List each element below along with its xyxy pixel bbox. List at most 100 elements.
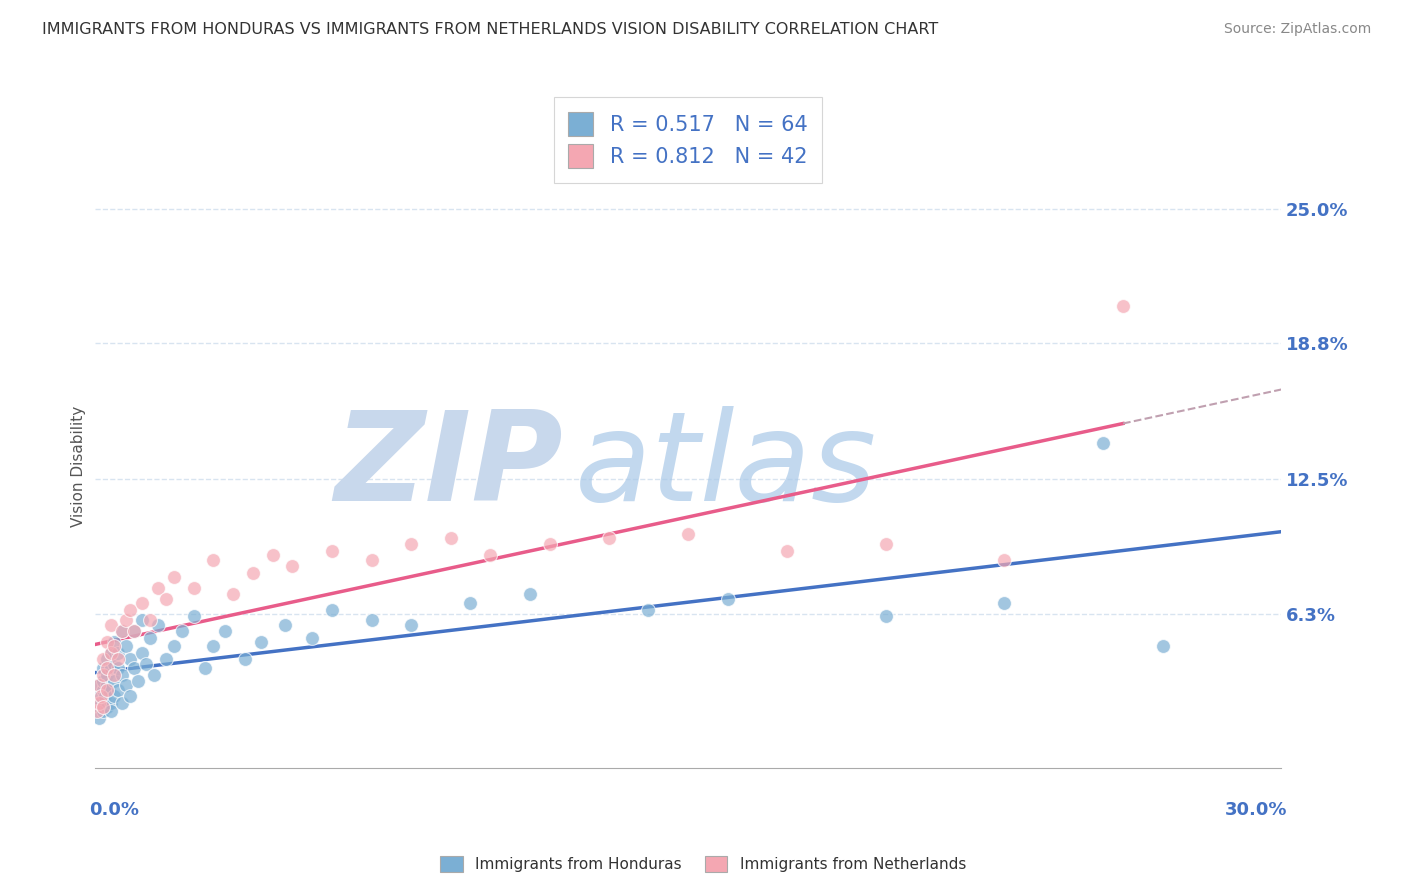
Point: [86, 704, 108, 718]
Point: [91, 667, 114, 681]
Point: [111, 624, 134, 639]
Text: IMMIGRANTS FROM HONDURAS VS IMMIGRANTS FROM NETHERLANDS VISION DISABILITY CORREL: IMMIGRANTS FROM HONDURAS VS IMMIGRANTS F…: [42, 22, 938, 37]
Point: [131, 613, 153, 627]
Point: [103, 667, 125, 681]
Point: [91, 700, 114, 714]
Point: [115, 678, 138, 692]
Point: [1112, 299, 1135, 313]
Point: [146, 581, 169, 595]
Point: [170, 624, 193, 639]
Point: [107, 652, 129, 666]
Point: [91, 704, 114, 718]
Point: [115, 640, 138, 654]
Point: [598, 531, 620, 545]
Point: [479, 549, 502, 563]
Point: [155, 591, 177, 606]
Text: ZIP: ZIP: [335, 406, 564, 527]
Point: [91, 673, 114, 688]
Point: [139, 613, 162, 627]
Point: [91, 661, 114, 675]
Point: [87, 696, 110, 710]
Point: [875, 537, 897, 551]
Point: [87, 711, 110, 725]
Point: [111, 696, 134, 710]
Point: [120, 652, 142, 666]
Point: [111, 624, 134, 639]
Text: 30.0%: 30.0%: [1225, 801, 1286, 819]
Point: [1092, 435, 1115, 450]
Point: [202, 552, 225, 566]
Point: [107, 682, 129, 697]
Point: [637, 602, 659, 616]
Point: [538, 537, 561, 551]
Point: [131, 596, 153, 610]
Point: [87, 689, 110, 703]
Point: [90, 696, 112, 710]
Point: [1152, 640, 1174, 654]
Point: [103, 635, 125, 649]
Point: [993, 596, 1015, 610]
Point: [103, 689, 125, 703]
Point: [281, 559, 304, 574]
Point: [233, 652, 256, 666]
Point: [183, 581, 205, 595]
Point: [183, 609, 205, 624]
Point: [222, 587, 245, 601]
Point: [97, 682, 120, 697]
Point: [202, 640, 225, 654]
Point: [93, 689, 115, 703]
Point: [676, 526, 699, 541]
Point: [103, 657, 125, 671]
Point: [100, 661, 122, 675]
Point: [460, 596, 482, 610]
Point: [87, 678, 110, 692]
Point: [131, 646, 153, 660]
Point: [163, 640, 186, 654]
Legend: R = 0.517   N = 64, R = 0.812   N = 42: R = 0.517 N = 64, R = 0.812 N = 42: [554, 97, 823, 183]
Y-axis label: Vision Disability: Vision Disability: [72, 406, 86, 527]
Point: [163, 570, 186, 584]
Point: [135, 657, 157, 671]
Point: [86, 700, 108, 714]
Point: [399, 537, 422, 551]
Point: [103, 673, 125, 688]
Point: [143, 667, 166, 681]
Point: [91, 682, 114, 697]
Point: [716, 591, 738, 606]
Point: [122, 624, 145, 639]
Point: [96, 661, 118, 675]
Point: [96, 678, 118, 692]
Point: [96, 652, 118, 666]
Point: [194, 661, 217, 675]
Text: Source: ZipAtlas.com: Source: ZipAtlas.com: [1223, 22, 1371, 37]
Text: 0.0%: 0.0%: [89, 801, 139, 819]
Point: [262, 549, 284, 563]
Point: [100, 617, 122, 632]
Point: [120, 602, 142, 616]
Point: [100, 704, 122, 718]
Point: [115, 613, 138, 627]
Point: [360, 552, 382, 566]
Point: [519, 587, 541, 601]
Text: atlas: atlas: [575, 406, 877, 527]
Point: [242, 566, 264, 580]
Point: [440, 531, 463, 545]
Point: [111, 667, 134, 681]
Point: [107, 661, 129, 675]
Point: [399, 617, 422, 632]
Point: [96, 635, 118, 649]
Point: [100, 696, 122, 710]
Point: [87, 678, 110, 692]
Point: [993, 552, 1015, 566]
Point: [103, 640, 125, 654]
Point: [127, 673, 149, 688]
Point: [100, 646, 122, 660]
Point: [360, 613, 382, 627]
Point: [91, 652, 114, 666]
Point: [139, 631, 162, 645]
Point: [250, 635, 273, 649]
Point: [155, 652, 177, 666]
Point: [96, 667, 118, 681]
Point: [214, 624, 236, 639]
Point: [321, 602, 343, 616]
